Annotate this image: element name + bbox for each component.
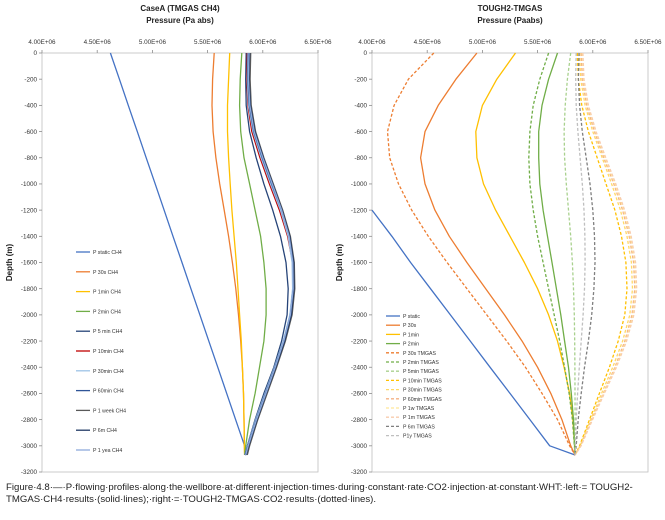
series-line [475,52,576,456]
legend-label: P 5min TMGAS [403,369,439,375]
series-line [574,52,596,456]
y-tick-label: -800 [24,155,37,162]
y-tick-label: -400 [24,103,37,110]
series-line [574,52,636,456]
legend-label: P 6m CH4 [93,428,117,434]
x-tick-label: 4.50E+06 [414,39,442,46]
figure-svg: CaseA (TMGAS CH4) Pressure (Pa abs) Depth … [5,4,662,476]
legend-label: P 1min [403,332,419,338]
x-tick-label: 6.50E+06 [304,39,332,46]
y-tick-label: -3200 [351,469,368,476]
legend-label: P 2min CH4 [93,309,121,315]
y-tick-label: -1400 [351,234,368,241]
y-tick-label: -1600 [351,260,368,267]
y-tick-label: -1000 [21,181,38,188]
x-tick-label: 4.00E+06 [28,39,56,46]
series-line [245,52,295,456]
x-tick-label: 6.00E+06 [579,39,607,46]
chart-title-0: CaseA (TMGAS CH4) [140,4,220,13]
legend-label: P 60min CH4 [93,389,124,395]
legend-label: P 1 week CH4 [93,408,126,414]
series-line [226,52,246,456]
series-line [109,52,248,456]
y-tick-label: -2600 [351,391,368,398]
y-axis-label-1: Depth (m) [335,244,344,282]
legend-label: P 2min [403,342,419,348]
series-line [245,52,294,456]
legend-label: P 1w TMGAS [403,406,435,412]
x-tick-label: 4.00E+06 [358,39,386,46]
series-line [538,52,576,456]
legend-label: P 1 yea CH4 [93,448,122,454]
y-tick-label: -800 [354,155,367,162]
series-line [574,52,638,456]
series-line [371,209,576,456]
figure-caption: Figure·4.8·—·P·flowing·profiles·along·th… [6,482,633,505]
legend-label: P 10min CH4 [93,349,124,355]
y-tick-label: -2800 [21,417,38,424]
y-tick-label: -400 [354,103,367,110]
y-tick-label: -2000 [21,312,38,319]
legend-label: P 5 min CH4 [93,329,122,335]
y-tick-label: -2200 [21,338,38,345]
series-line [563,52,576,455]
legend-label: P 2min TMGAS [403,360,439,366]
series-line [574,52,634,456]
y-tick-label: -2800 [351,417,368,424]
y-tick-label: -1200 [21,207,38,214]
series-line [244,52,289,456]
legend-label: P 60min TMGAS [403,397,442,403]
legend-label: P static [403,314,420,320]
y-tick-label: -2400 [351,364,368,371]
x-tick-label: 4.50E+06 [84,39,112,46]
y-tick-label: -3200 [21,469,38,476]
y-tick-label: -1200 [351,207,368,214]
legend-label: P1y TMGAS [403,434,432,440]
y-tick-label: -1800 [21,286,38,293]
y-tick-label: -2200 [351,338,368,345]
x-tick-label: 5.00E+06 [469,39,497,46]
series-line [419,52,576,456]
series-line [386,52,576,456]
x-tick-label: 5.00E+06 [139,39,167,46]
x-tick-label: 5.50E+06 [524,39,552,46]
legend-label: P 1m TMGAS [403,415,435,421]
y-tick-label: -1800 [351,286,368,293]
y-tick-label: -1000 [351,181,368,188]
y-tick-label: -2400 [21,364,38,371]
y-tick-label: -3000 [351,443,368,450]
y-tick-label: -200 [354,76,367,83]
legend-label: P 1min CH4 [93,290,121,296]
legend-label: P 30s CH4 [93,270,118,276]
y-tick-label: -600 [24,129,37,136]
y-tick-label: 0 [33,50,37,57]
series-line [238,52,267,456]
x-tick-label: 5.50E+06 [194,39,222,46]
x-axis-label-1: Pressure (Paabs) [477,16,543,25]
legend-label: P 30min TMGAS [403,388,442,394]
plot-area-0 [41,52,319,473]
y-axis-label-0: Depth (m) [5,244,14,282]
y-tick-label: -2000 [351,312,368,319]
y-tick-label: -1600 [21,260,38,267]
x-axis-label-0: Pressure (Pa abs) [146,16,214,25]
legend-label: P 30min CH4 [93,369,124,375]
y-tick-label: -3000 [21,443,38,450]
chart-title-1: TOUGH2-TMGAS [478,4,543,13]
series-line [574,52,628,456]
legend-label: P 30s [403,323,417,329]
x-tick-label: 6.00E+06 [249,39,277,46]
legend-label: P static CH4 [93,250,122,256]
legend-label: P 6m TMGAS [403,424,435,430]
y-tick-label: -600 [354,129,367,136]
legend-label: P 30s TMGAS [403,351,437,357]
y-tick-label: -200 [24,76,37,83]
series-line [528,52,576,456]
y-tick-label: -2600 [21,391,38,398]
x-tick-label: 6.50E+06 [634,39,662,46]
legend-label: P 10min TMGAS [403,378,442,384]
y-tick-label: -1400 [21,234,38,241]
y-tick-label: 0 [363,50,367,57]
